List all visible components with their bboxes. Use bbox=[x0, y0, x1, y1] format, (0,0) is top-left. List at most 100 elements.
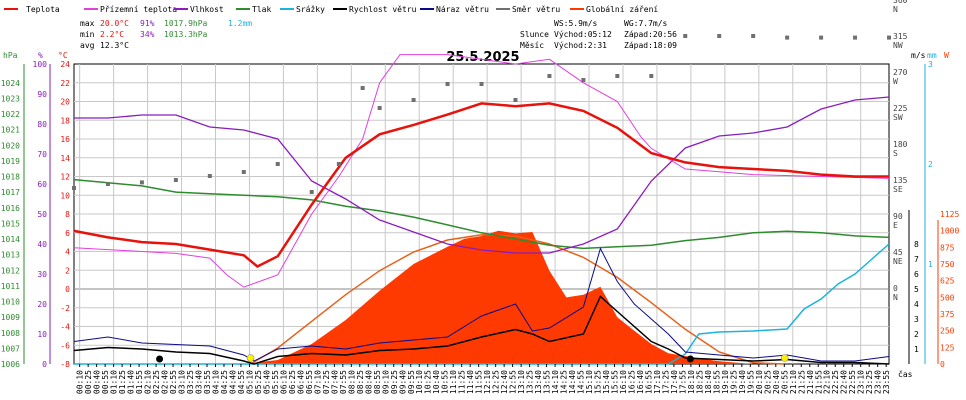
tick-label-hpa: 1013 bbox=[1, 251, 20, 260]
tick-label-dir: 315 bbox=[893, 32, 908, 41]
tick-label-dir-name: NE bbox=[893, 257, 903, 266]
tick-label-time: 16:55 bbox=[644, 370, 653, 394]
tick-label-degc: 2 bbox=[65, 266, 70, 275]
tick-label-dir: 180 bbox=[893, 140, 908, 149]
tick-label-time: 22:10 bbox=[823, 370, 832, 394]
tick-label-time: 01:55 bbox=[135, 370, 144, 394]
tick-label-time: 03:25 bbox=[186, 370, 195, 394]
tick-label-time: 04:25 bbox=[220, 370, 229, 394]
series-point-smer-vetru bbox=[581, 78, 586, 82]
series-area-globalni-zareni bbox=[74, 230, 889, 364]
tick-label-pct: 30 bbox=[37, 270, 47, 279]
tick-label-dir-name: NW bbox=[893, 41, 903, 50]
tick-label-w: 625 bbox=[940, 277, 955, 286]
tick-label-time: 15:55 bbox=[611, 370, 620, 394]
tick-label-time: 01:25 bbox=[118, 370, 127, 394]
series-point-smer-vetru bbox=[336, 162, 341, 166]
tick-label-time: 12:25 bbox=[492, 370, 501, 394]
tick-label-time: 09:25 bbox=[390, 370, 399, 394]
tick-label-hpa: 1024 bbox=[1, 79, 20, 88]
tick-label-degc: -8 bbox=[60, 360, 70, 369]
moonrise-marker bbox=[156, 355, 164, 363]
tick-label-time: 08:25 bbox=[356, 370, 365, 394]
tick-label-time: 18:25 bbox=[695, 370, 704, 394]
tick-label-degc: 16 bbox=[60, 135, 70, 144]
tick-label-time: 00:40 bbox=[93, 370, 102, 394]
tick-label-dir-name: SW bbox=[893, 113, 903, 122]
tick-label-time: 20:10 bbox=[755, 370, 764, 394]
sun-set: Západ:20:56 bbox=[624, 30, 677, 39]
tick-label-ms: 3 bbox=[914, 315, 919, 324]
tick-label-time: 16:10 bbox=[619, 370, 628, 394]
tick-label-time: 07:10 bbox=[313, 370, 322, 394]
tick-label-ms: 1 bbox=[914, 345, 919, 354]
legend-item-rychlost-vetru: Rychlost větru bbox=[333, 5, 417, 14]
tick-label-dir-name: S bbox=[893, 149, 898, 158]
tick-label-dir-name: W bbox=[893, 77, 898, 86]
unit-degc: °C bbox=[58, 51, 68, 60]
tick-label-time: 22:40 bbox=[840, 370, 849, 394]
stats-min-label: min bbox=[80, 30, 95, 39]
tick-label-pct: 10 bbox=[37, 330, 47, 339]
unit-cas: čas bbox=[898, 369, 913, 379]
tick-label-time: 04:10 bbox=[211, 370, 220, 394]
tick-label-time: 13:10 bbox=[517, 370, 526, 394]
astro-info: WS:5.9m/s WG:7.7m/s Slunce Východ:05:12 … bbox=[520, 19, 677, 50]
tick-label-degc: 14 bbox=[60, 154, 70, 163]
tick-label-time: 23:55 bbox=[882, 370, 891, 394]
tick-label-time: 10:40 bbox=[432, 370, 441, 394]
legend-label: Srážky bbox=[296, 5, 325, 14]
series-point-smer-vetru bbox=[547, 74, 552, 78]
tick-label-degc: 8 bbox=[65, 210, 70, 219]
tick-label-time: 06:25 bbox=[288, 370, 297, 394]
stats-max-press: 1017.9hPa bbox=[164, 19, 208, 28]
series-point-smer-vetru bbox=[445, 82, 450, 86]
tick-label-dir: 90 bbox=[893, 212, 903, 221]
tick-label-time: 19:55 bbox=[746, 370, 755, 394]
tick-label-hpa: 1007 bbox=[1, 344, 20, 353]
tick-label-time: 10:55 bbox=[441, 370, 450, 394]
tick-label-dir: 45 bbox=[893, 248, 903, 257]
tick-label-w: 750 bbox=[940, 260, 955, 269]
legend-item-srazky: Srážky bbox=[280, 5, 325, 14]
unit-pct: % bbox=[38, 51, 43, 60]
tick-label-time: 18:55 bbox=[712, 370, 721, 394]
tick-label-time: 12:55 bbox=[509, 370, 518, 394]
moonset-marker bbox=[686, 355, 694, 363]
tick-label-time: 11:25 bbox=[458, 370, 467, 394]
tick-label-time: 13:40 bbox=[534, 370, 543, 394]
tick-label-w: 1000 bbox=[940, 227, 959, 236]
tick-label-mm: 3 bbox=[928, 60, 933, 69]
series-point-smer-vetru bbox=[309, 190, 314, 194]
tick-label-w: 250 bbox=[940, 327, 955, 336]
legend-item-vlhkost: Vlhkost bbox=[174, 5, 224, 14]
tick-label-time: 20:55 bbox=[780, 370, 789, 394]
tick-label-time: 16:40 bbox=[636, 370, 645, 394]
series-point-smer-vetru bbox=[887, 35, 891, 40]
stats-max-temp: 20.0°C bbox=[100, 19, 129, 28]
tick-label-hpa: 1014 bbox=[1, 235, 20, 244]
stats-block: max 20.0°C 91% 1017.9hPa 1.2mm min 2.2°C… bbox=[80, 19, 252, 50]
legend-item-naraz-vetru: Náraz větru bbox=[420, 5, 489, 14]
tick-label-degc: 18 bbox=[60, 116, 70, 125]
legend-label: Přízemní teplota bbox=[100, 5, 177, 14]
tick-label-time: 10:10 bbox=[415, 370, 424, 394]
tick-label-time: 19:10 bbox=[721, 370, 730, 394]
series-line-srazky bbox=[74, 243, 890, 365]
tick-label-time: 08:55 bbox=[373, 370, 382, 394]
legend-label: Rychlost větru bbox=[349, 5, 417, 14]
tick-label-time: 21:25 bbox=[797, 370, 806, 394]
legend-item-smer-vetru: Směr větru bbox=[496, 5, 560, 14]
series-point-smer-vetru bbox=[751, 34, 756, 38]
tick-label-time: 09:40 bbox=[398, 370, 407, 394]
tick-label-time: 20:25 bbox=[763, 370, 772, 394]
tick-label-w: 500 bbox=[940, 293, 955, 302]
tick-label-time: 15:40 bbox=[602, 370, 611, 394]
series-point-smer-vetru bbox=[649, 74, 654, 78]
tick-label-time: 14:55 bbox=[577, 370, 586, 394]
tick-label-hpa: 1019 bbox=[1, 157, 20, 166]
tick-label-mm: 1 bbox=[928, 260, 933, 269]
tick-label-time: 13:55 bbox=[543, 370, 552, 394]
tick-label-dir-name: E bbox=[893, 221, 898, 230]
tick-label-hpa: 1011 bbox=[1, 282, 20, 291]
